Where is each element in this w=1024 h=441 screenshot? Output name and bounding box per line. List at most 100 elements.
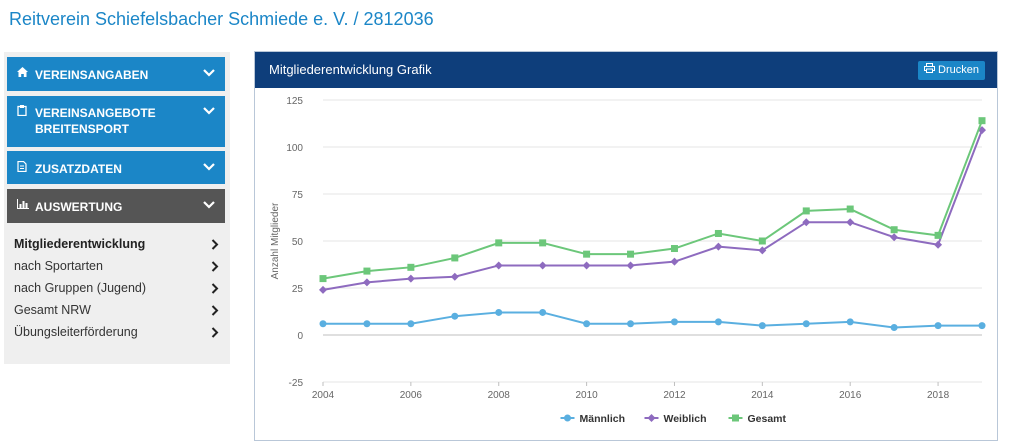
- legend-marker: [647, 414, 656, 422]
- data-point: [714, 318, 722, 326]
- data-point: [846, 218, 855, 227]
- data-point: [407, 263, 415, 271]
- legend-label: Gesamt: [748, 413, 787, 425]
- submenu-item-mitgliederentwicklung[interactable]: Mitgliederentwicklung: [14, 233, 219, 255]
- legend-label: Weiblich: [664, 413, 707, 425]
- submenu-item-label: Gesamt NRW: [14, 303, 91, 317]
- submenu-item-gesamt-nrw[interactable]: Gesamt NRW: [14, 299, 219, 321]
- data-point: [582, 261, 591, 270]
- x-tick-label: 2014: [751, 390, 774, 401]
- chevron-down-icon: [203, 106, 215, 118]
- print-button[interactable]: Drucken: [918, 61, 985, 80]
- data-point: [319, 285, 327, 294]
- data-point: [539, 239, 547, 247]
- section-vereinsangebote[interactable]: VEREINSANGEBOTE BREITENSPORT: [7, 96, 225, 147]
- page-title: Reitverein Schiefelsbacher Schmiede e. V…: [9, 9, 434, 29]
- legend-marker: [732, 414, 739, 422]
- series-line-0: [323, 311, 982, 329]
- chevron-right-icon: [211, 260, 219, 272]
- bar-chart-icon: [17, 199, 31, 212]
- x-tick-label: 2006: [400, 390, 423, 401]
- data-point: [362, 278, 371, 287]
- data-point: [583, 320, 591, 328]
- data-point: [670, 318, 678, 326]
- y-axis-label: Anzahl Mitglieder: [270, 202, 281, 279]
- data-point: [363, 320, 371, 328]
- printer-icon: [924, 61, 936, 80]
- submenu-item-nach-sportarten[interactable]: nach Sportarten: [14, 255, 219, 277]
- print-label: Drucken: [938, 64, 979, 76]
- x-tick-label: 2010: [575, 390, 598, 401]
- data-point: [890, 323, 898, 331]
- x-tick-label: 2008: [488, 390, 511, 401]
- data-point: [758, 322, 766, 330]
- chevron-down-icon: [203, 162, 215, 174]
- data-point: [451, 312, 459, 320]
- chevron-right-icon: [211, 304, 219, 316]
- data-point: [583, 250, 591, 258]
- document-icon: [17, 160, 31, 175]
- data-point: [626, 261, 635, 270]
- chart-panel: Mitgliederentwicklung Grafik Drucken -25…: [254, 51, 998, 441]
- data-point: [714, 229, 722, 237]
- y-tick-label: 25: [292, 284, 304, 295]
- member-development-chart: -25 0 25 50 75 100 125 2004 2006 2008 2010 2012 2014…: [270, 96, 986, 425]
- y-tick-label: 75: [292, 190, 304, 201]
- data-point: [494, 261, 503, 270]
- x-tick-label: 2016: [839, 390, 862, 401]
- chevron-right-icon: [211, 326, 219, 338]
- data-point: [539, 308, 547, 316]
- section-vereinsangaben[interactable]: VEREINSANGABEN: [7, 57, 225, 91]
- data-point: [670, 245, 678, 253]
- data-point: [846, 318, 854, 326]
- y-tick-label: 125: [286, 96, 303, 107]
- submenu-item-uebungsleiterfoerderung[interactable]: Übungsleiterförderung: [14, 321, 219, 343]
- y-tick-label: 100: [286, 143, 303, 154]
- data-point: [802, 218, 811, 227]
- series-line-1: [322, 129, 983, 291]
- data-point: [758, 246, 767, 255]
- legend-label: Männlich: [580, 413, 626, 425]
- data-point: [670, 257, 679, 266]
- data-point: [407, 320, 415, 328]
- data-point: [450, 272, 459, 281]
- y-tick-label: 0: [297, 331, 303, 342]
- data-point: [319, 275, 327, 283]
- submenu-item-label: Übungsleiterförderung: [14, 325, 138, 339]
- data-point: [714, 242, 723, 251]
- panel-header: Mitgliederentwicklung Grafik Drucken: [255, 52, 997, 88]
- x-tick-label: 2004: [312, 390, 335, 401]
- data-point: [627, 320, 635, 328]
- data-point: [406, 274, 415, 283]
- submenu-item-label: nach Sportarten: [14, 259, 103, 273]
- x-tick-label: 2018: [927, 390, 950, 401]
- submenu-item-label: Mitgliederentwicklung: [14, 237, 146, 251]
- data-point: [319, 320, 327, 328]
- clipboard-icon: [17, 105, 31, 119]
- section-auswertung[interactable]: AUSWERTUNG: [7, 189, 225, 223]
- chevron-down-icon: [203, 200, 215, 212]
- data-point: [802, 320, 810, 328]
- submenu-item-nach-gruppen[interactable]: nach Gruppen (Jugend): [14, 277, 219, 299]
- data-point: [934, 231, 942, 239]
- chevron-down-icon: [203, 68, 215, 80]
- auswertung-submenu: Mitgliederentwicklung nach Sportarten na…: [14, 233, 219, 343]
- data-point: [978, 117, 986, 125]
- home-icon: [17, 67, 31, 80]
- data-point: [934, 240, 943, 249]
- data-point: [363, 267, 371, 275]
- data-point: [890, 233, 899, 242]
- y-tick-label: 50: [292, 237, 304, 248]
- data-point: [802, 207, 810, 215]
- legend-marker: [564, 414, 571, 422]
- data-point: [934, 322, 942, 330]
- section-zusatzdaten[interactable]: ZUSATZDATEN: [7, 151, 225, 184]
- section-label: AUSWERTUNG: [35, 200, 123, 214]
- x-tick-label: 2012: [663, 390, 686, 401]
- series-line-2: [322, 120, 983, 280]
- submenu-item-label: nach Gruppen (Jugend): [14, 281, 147, 295]
- data-point: [890, 226, 898, 234]
- data-point: [495, 308, 503, 316]
- data-point: [627, 250, 635, 258]
- data-point: [495, 239, 503, 247]
